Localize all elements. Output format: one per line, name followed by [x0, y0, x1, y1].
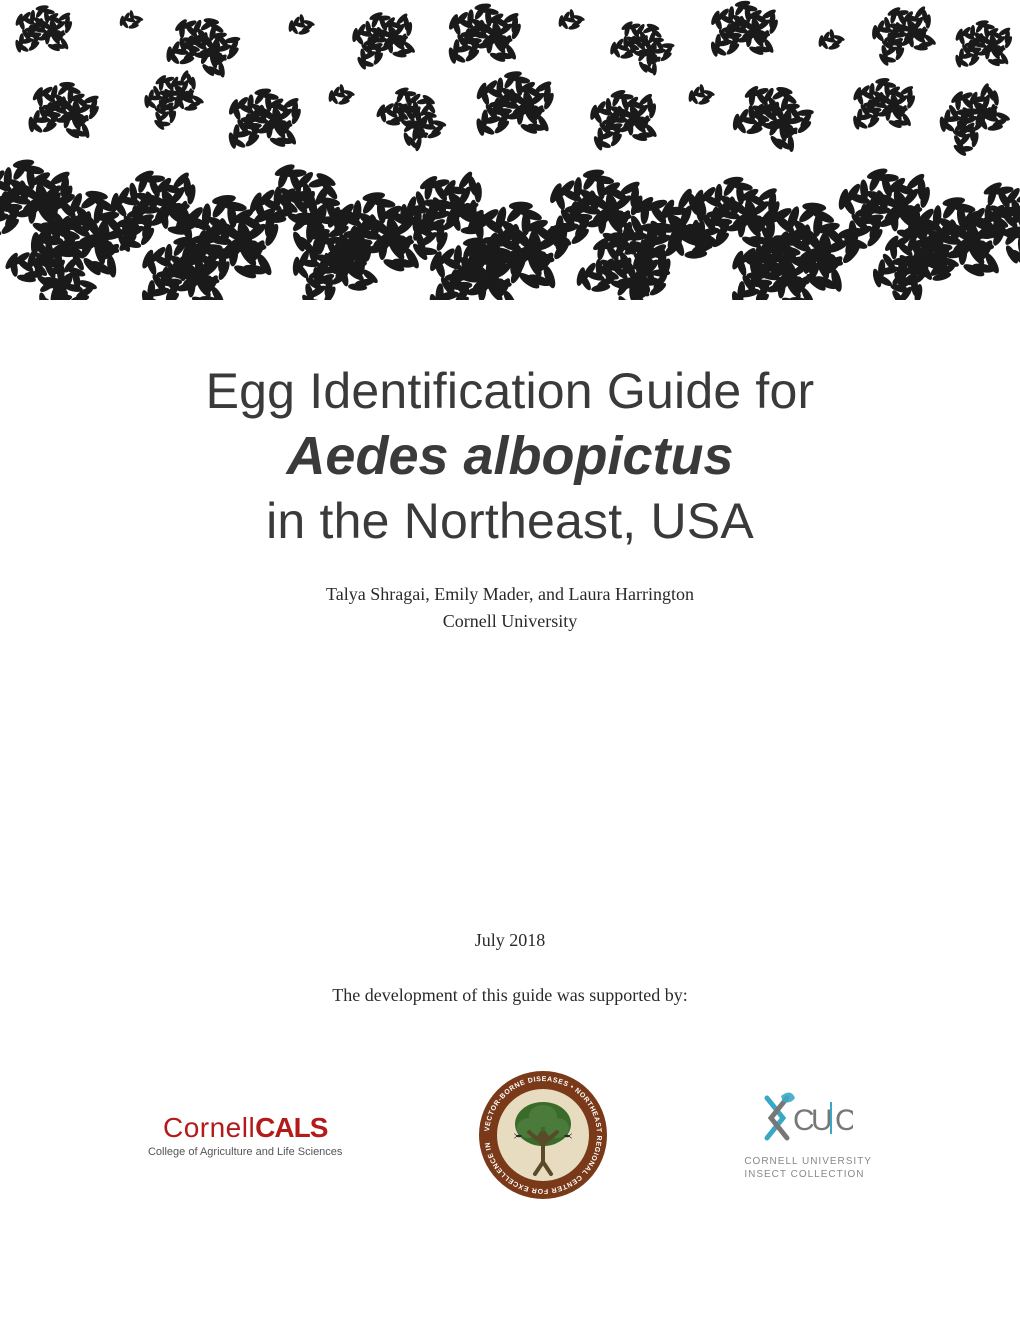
title-line-1: Egg Identification Guide for [0, 360, 1020, 423]
cuic-line2: INSECT COLLECTION [744, 1168, 872, 1181]
logo-cuic: C U C CORNELL UNIVERSITY INSECT COLLECTI… [744, 1090, 872, 1181]
title-line-3: in the Northeast, USA [0, 490, 1020, 553]
cuic-mark-svg: C U C [763, 1090, 853, 1145]
svg-text:C: C [835, 1104, 853, 1137]
seal-svg: VECTOR-BORNE DISEASES • NORTHEAST REGION… [478, 1070, 608, 1200]
cuic-line1: CORNELL UNIVERSITY [744, 1155, 872, 1168]
header-egg-band [0, 0, 1020, 300]
svg-text:U: U [811, 1104, 833, 1137]
cals-subtitle: College of Agriculture and Life Sciences [148, 1146, 342, 1158]
author-names: Talya Shragai, Emily Mader, and Laura Ha… [0, 581, 1020, 608]
cuic-text: CORNELL UNIVERSITY INSECT COLLECTION [744, 1155, 872, 1181]
support-text: The development of this guide was suppor… [0, 985, 1020, 1006]
logo-cornell-cals: CornellCALS College of Agriculture and L… [148, 1112, 342, 1158]
logo-nevbd-seal: VECTOR-BORNE DISEASES • NORTHEAST REGION… [478, 1070, 608, 1200]
title-block: Egg Identification Guide for Aedes albop… [0, 360, 1020, 553]
egg-texture-svg [0, 0, 1020, 300]
author-affiliation: Cornell University [0, 608, 1020, 635]
cals-wordmark: CornellCALS [163, 1112, 327, 1144]
authors-block: Talya Shragai, Emily Mader, and Laura Ha… [0, 581, 1020, 635]
logo-row: CornellCALS College of Agriculture and L… [0, 1070, 1020, 1200]
title-species: Aedes albopictus [0, 423, 1020, 491]
publication-date: July 2018 [0, 930, 1020, 951]
